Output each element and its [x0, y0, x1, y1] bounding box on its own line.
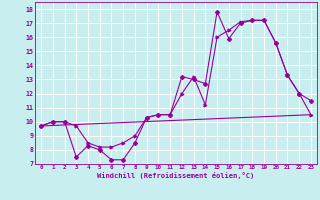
X-axis label: Windchill (Refroidissement éolien,°C): Windchill (Refroidissement éolien,°C) — [97, 172, 255, 179]
